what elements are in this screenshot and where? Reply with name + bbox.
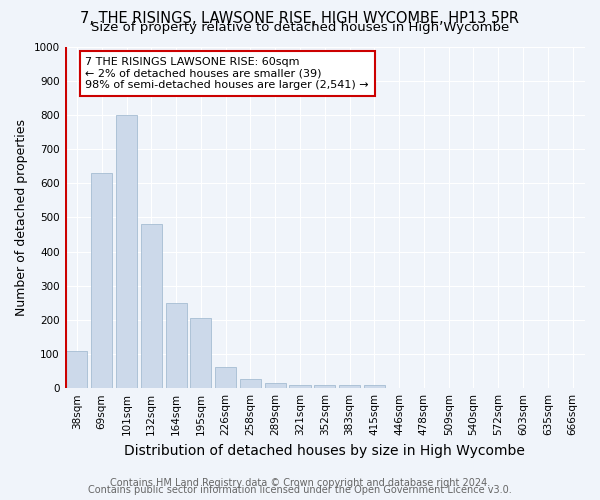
Text: Size of property relative to detached houses in High Wycombe: Size of property relative to detached ho…: [91, 22, 509, 35]
Bar: [289, 385, 311, 388]
Bar: [141, 224, 162, 388]
Bar: [265, 383, 286, 388]
Bar: [116, 115, 137, 388]
Bar: [215, 366, 236, 388]
Bar: [314, 386, 335, 388]
Bar: [166, 304, 187, 388]
Bar: [67, 350, 88, 388]
Bar: [91, 173, 112, 388]
Bar: [240, 378, 261, 388]
Text: 7 THE RISINGS LAWSONE RISE: 60sqm
← 2% of detached houses are smaller (39)
98% o: 7 THE RISINGS LAWSONE RISE: 60sqm ← 2% o…: [85, 57, 369, 90]
Text: Contains public sector information licensed under the Open Government Licence v3: Contains public sector information licen…: [88, 485, 512, 495]
Y-axis label: Number of detached properties: Number of detached properties: [15, 119, 28, 316]
X-axis label: Distribution of detached houses by size in High Wycombe: Distribution of detached houses by size …: [124, 444, 525, 458]
Text: Contains HM Land Registry data © Crown copyright and database right 2024.: Contains HM Land Registry data © Crown c…: [110, 478, 490, 488]
Bar: [364, 385, 385, 388]
Bar: [339, 386, 360, 388]
Text: 7, THE RISINGS, LAWSONE RISE, HIGH WYCOMBE, HP13 5PR: 7, THE RISINGS, LAWSONE RISE, HIGH WYCOM…: [80, 11, 520, 26]
Bar: [190, 318, 211, 388]
